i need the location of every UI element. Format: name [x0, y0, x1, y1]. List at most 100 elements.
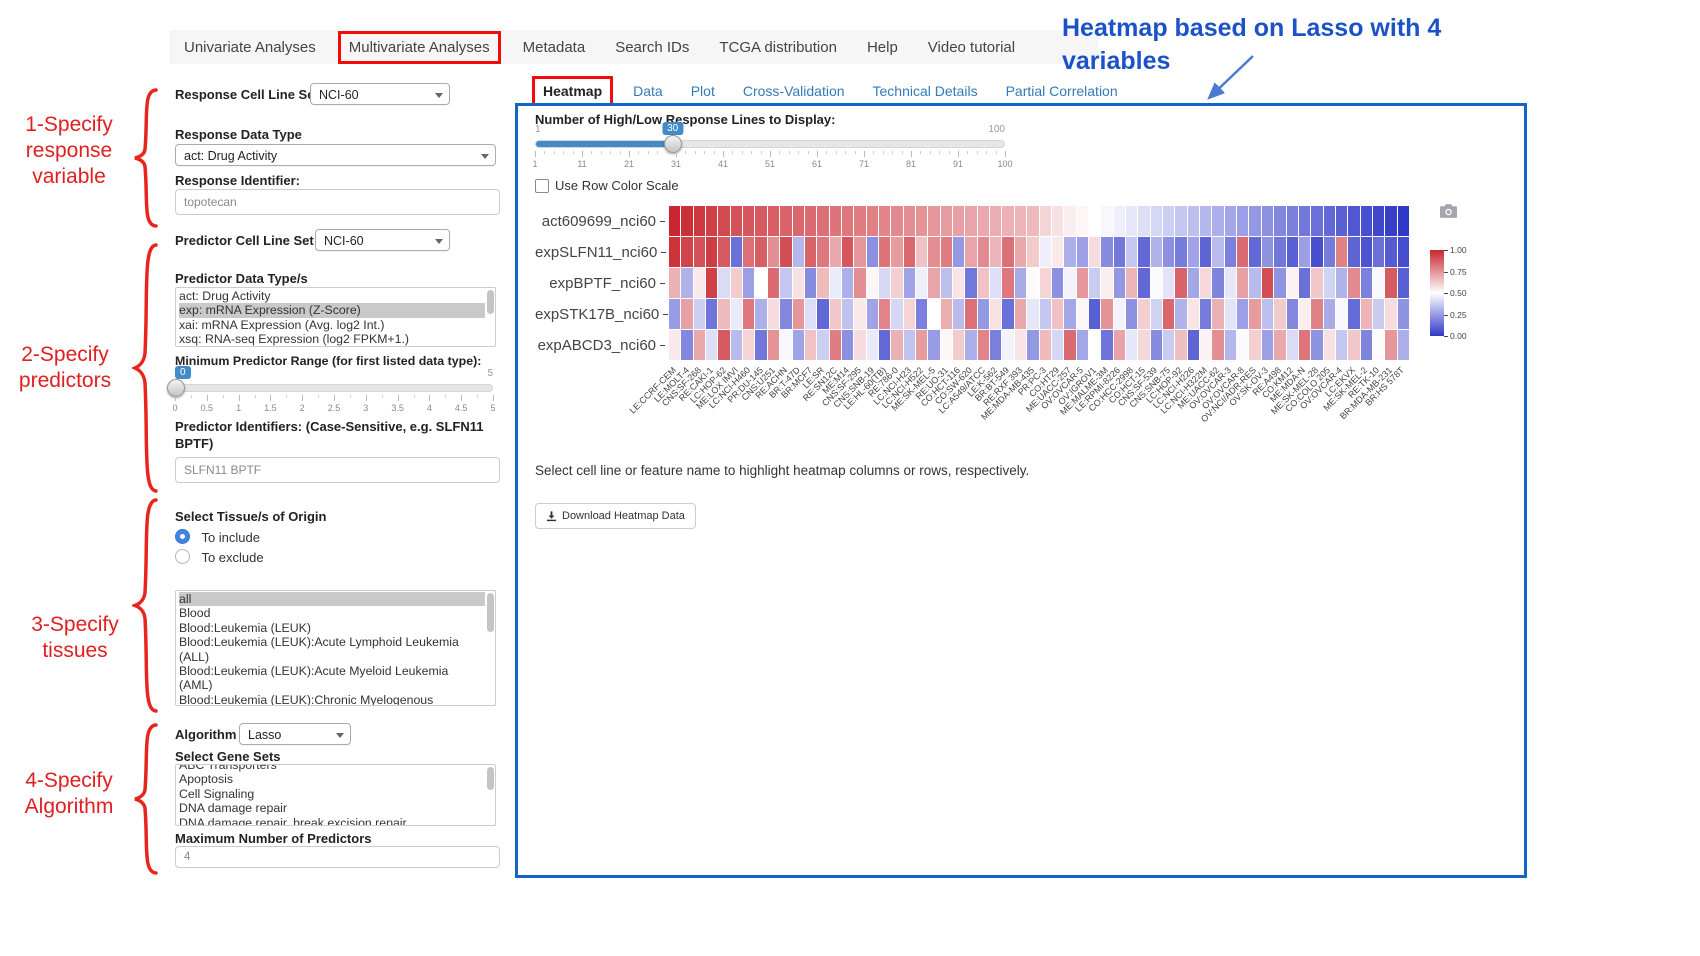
heatmap-cell[interactable] — [1224, 299, 1237, 329]
response-lines-track[interactable] — [535, 135, 1005, 153]
heatmap-cell[interactable] — [1039, 206, 1051, 236]
heatmap-cell[interactable] — [1360, 206, 1372, 236]
max-predictors-input[interactable] — [175, 846, 500, 868]
heatmap-cell[interactable] — [878, 299, 891, 329]
heatmap-cell[interactable] — [829, 299, 841, 329]
heatmap-cell[interactable] — [669, 206, 681, 236]
heatmap-cell[interactable] — [693, 206, 706, 236]
heatmap-cell[interactable] — [767, 330, 780, 360]
heatmap-cell[interactable] — [977, 299, 990, 329]
heatmap-cell[interactable] — [1150, 268, 1162, 298]
heatmap-cell[interactable] — [767, 237, 780, 267]
heatmap-cell[interactable] — [804, 330, 817, 360]
heatmap-cell[interactable] — [990, 268, 1002, 298]
heatmap-cell[interactable] — [990, 237, 1002, 267]
predictor-data-types-list[interactable]: act: Drug Activity exp: mRNA Expression (… — [175, 287, 496, 347]
heatmap-cell[interactable] — [718, 330, 730, 360]
heatmap-cell[interactable] — [878, 268, 891, 298]
heatmap-cell[interactable] — [829, 330, 841, 360]
heatmap-cell[interactable] — [767, 206, 780, 236]
heatmap-cell[interactable] — [1397, 299, 1409, 329]
heatmap-cell[interactable] — [780, 237, 792, 267]
heatmap-cell[interactable] — [977, 237, 990, 267]
heatmap-cell[interactable] — [829, 237, 841, 267]
heatmap-cell[interactable] — [1039, 268, 1051, 298]
heatmap-cell[interactable] — [1372, 330, 1385, 360]
heatmap-cell[interactable] — [767, 268, 780, 298]
heatmap-cell[interactable] — [1200, 268, 1212, 298]
heatmap-cell[interactable] — [1200, 206, 1212, 236]
heatmap-cell[interactable] — [841, 299, 854, 329]
heatmap-cell[interactable] — [1261, 206, 1274, 236]
heatmap[interactable]: act609699_nci60 expSLFN11_nci60 expBPTF_nc… — [535, 206, 1415, 451]
heatmap-cell[interactable] — [817, 299, 829, 329]
heatmap-cell[interactable] — [1212, 237, 1224, 267]
heatmap-cell[interactable] — [1125, 237, 1138, 267]
heatmap-cell[interactable] — [1039, 330, 1051, 360]
heatmap-cell[interactable] — [1286, 268, 1298, 298]
heatmap-cell[interactable] — [1002, 330, 1014, 360]
heatmap-cell[interactable] — [1261, 237, 1274, 267]
nav-tab-search-ids[interactable]: Search IDs — [615, 38, 690, 56]
gene-set-option-cell-signaling[interactable]: Cell Signaling — [179, 786, 255, 801]
heatmap-cell[interactable] — [792, 330, 804, 360]
heatmap-cell[interactable] — [1088, 206, 1101, 236]
heatmap-cell[interactable] — [780, 268, 792, 298]
heatmap-cell[interactable] — [891, 330, 903, 360]
heatmap-cell[interactable] — [730, 268, 743, 298]
heatmap-cell[interactable] — [1323, 237, 1335, 267]
heatmap-cell[interactable] — [940, 206, 953, 236]
heatmap-cell[interactable] — [965, 237, 977, 267]
heatmap-cell[interactable] — [1286, 330, 1298, 360]
predictor-data-type-option-act-drug-activity[interactable]: act: Drug Activity — [179, 289, 271, 303]
heatmap-cell[interactable] — [940, 299, 953, 329]
heatmap-cell[interactable] — [1274, 268, 1286, 298]
heatmap-cell[interactable] — [1138, 330, 1150, 360]
heatmap-cell[interactable] — [903, 330, 915, 360]
heatmap-cell[interactable] — [1212, 206, 1224, 236]
heatmap-cell[interactable] — [953, 299, 965, 329]
heatmap-cell[interactable] — [891, 268, 903, 298]
min-predictor-range-track[interactable] — [167, 379, 493, 397]
heatmap-cell[interactable] — [977, 206, 990, 236]
heatmap-cell[interactable] — [903, 206, 915, 236]
response-data-type-select[interactable]: act: Drug Activity — [175, 144, 496, 166]
scrollbar[interactable] — [487, 593, 494, 632]
heatmap-cell[interactable] — [1175, 299, 1187, 329]
to-include-radio[interactable] — [175, 529, 190, 544]
heatmap-cell[interactable] — [1274, 206, 1286, 236]
heatmap-cell[interactable] — [817, 330, 829, 360]
heatmap-cell[interactable] — [1064, 299, 1076, 329]
heatmap-cell[interactable] — [1249, 268, 1261, 298]
heatmap-cell[interactable] — [730, 299, 743, 329]
heatmap-cell[interactable] — [1163, 268, 1175, 298]
heatmap-cell[interactable] — [965, 268, 977, 298]
heatmap-cell[interactable] — [1175, 237, 1187, 267]
heatmap-cell[interactable] — [1335, 237, 1348, 267]
heatmap-cell[interactable] — [1101, 330, 1113, 360]
heatmap-cell[interactable] — [1002, 299, 1014, 329]
heatmap-cell[interactable] — [743, 299, 755, 329]
heatmap-cell[interactable] — [718, 268, 730, 298]
heatmap-cell[interactable] — [1212, 268, 1224, 298]
heatmap-cell[interactable] — [1076, 206, 1088, 236]
predictor-identifiers-input[interactable] — [175, 457, 500, 483]
heatmap-cell[interactable] — [804, 299, 817, 329]
heatmap-cell[interactable] — [1372, 268, 1385, 298]
heatmap-cell[interactable] — [1051, 330, 1064, 360]
heatmap-cell[interactable] — [1014, 206, 1027, 236]
heatmap-cell[interactable] — [866, 268, 878, 298]
heatmap-cell[interactable] — [1237, 206, 1249, 236]
tab-cross-validation[interactable]: Cross-Validation — [742, 83, 845, 99]
predictor-data-type-option-xsq-rna-seq-expression-log2-fpkm-1[interactable]: xsq: RNA-seq Expression (log2 FPKM+1.) — [179, 332, 409, 347]
heatmap-cell[interactable] — [1200, 299, 1212, 329]
min-predictor-range-slider[interactable]: 5 0 0 0.5 1 1.5 2 2.5 3 3.5 4 4.5 5 — [167, 366, 496, 420]
heatmap-cell[interactable] — [1261, 268, 1274, 298]
heatmap-cell[interactable] — [940, 268, 953, 298]
heatmap-cell[interactable] — [669, 237, 681, 267]
nav-tab-video-tutorial[interactable]: Video tutorial — [927, 38, 1016, 56]
heatmap-cell[interactable] — [928, 237, 940, 267]
heatmap-cell[interactable] — [1286, 299, 1298, 329]
heatmap-cell[interactable] — [916, 299, 928, 329]
heatmap-cell[interactable] — [878, 237, 891, 267]
